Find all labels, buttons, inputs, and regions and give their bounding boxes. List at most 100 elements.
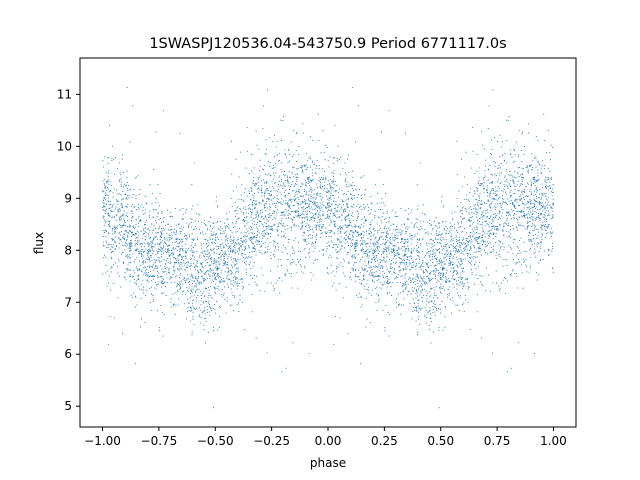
data-point bbox=[388, 245, 390, 247]
data-point bbox=[217, 273, 219, 275]
data-point bbox=[189, 265, 191, 267]
data-point bbox=[382, 238, 384, 240]
data-point bbox=[453, 274, 455, 276]
data-point bbox=[476, 227, 478, 229]
data-point bbox=[267, 187, 269, 190]
data-point bbox=[241, 278, 243, 280]
data-point bbox=[212, 329, 215, 331]
data-point bbox=[125, 279, 127, 281]
data-point bbox=[386, 293, 389, 295]
data-point bbox=[448, 252, 450, 254]
data-point bbox=[127, 181, 129, 183]
data-point bbox=[154, 262, 156, 264]
data-point bbox=[182, 283, 184, 285]
data-point bbox=[416, 221, 418, 223]
data-point bbox=[428, 324, 430, 326]
data-point bbox=[171, 216, 173, 218]
data-point bbox=[532, 210, 534, 212]
data-point bbox=[196, 279, 199, 282]
data-point bbox=[168, 249, 170, 251]
data-point bbox=[552, 191, 554, 193]
data-point bbox=[132, 105, 134, 107]
data-point bbox=[514, 154, 516, 156]
data-point bbox=[529, 265, 531, 267]
data-point bbox=[129, 242, 131, 244]
data-point bbox=[147, 248, 149, 251]
data-point bbox=[300, 166, 302, 168]
data-point bbox=[328, 217, 330, 219]
data-point bbox=[257, 230, 259, 232]
data-point bbox=[354, 224, 356, 226]
data-point bbox=[380, 236, 382, 238]
data-point bbox=[320, 205, 322, 207]
data-point bbox=[112, 244, 114, 246]
data-point bbox=[547, 201, 549, 203]
data-point bbox=[108, 183, 110, 185]
data-point bbox=[293, 223, 296, 225]
data-point bbox=[190, 262, 192, 264]
data-point bbox=[377, 247, 379, 249]
data-point bbox=[354, 229, 356, 231]
data-point bbox=[148, 259, 150, 261]
data-point bbox=[460, 231, 462, 233]
data-point bbox=[278, 185, 280, 187]
data-point bbox=[212, 269, 214, 271]
data-point bbox=[368, 289, 370, 291]
data-point bbox=[134, 306, 137, 308]
data-point bbox=[123, 210, 125, 212]
data-point bbox=[283, 116, 285, 118]
data-point bbox=[428, 291, 430, 293]
data-point bbox=[471, 228, 473, 230]
data-point bbox=[513, 238, 515, 241]
data-point bbox=[484, 236, 486, 238]
data-point bbox=[510, 229, 512, 231]
data-point bbox=[550, 190, 552, 193]
data-point bbox=[261, 253, 263, 255]
data-point bbox=[232, 276, 234, 278]
data-point bbox=[390, 263, 392, 265]
data-point bbox=[320, 152, 322, 154]
data-point bbox=[307, 238, 309, 240]
data-point bbox=[272, 285, 274, 287]
data-point bbox=[232, 294, 234, 297]
data-point bbox=[495, 270, 497, 272]
data-point bbox=[482, 231, 484, 233]
data-point bbox=[309, 218, 311, 220]
data-point bbox=[477, 209, 479, 211]
data-point bbox=[383, 218, 386, 221]
data-point bbox=[160, 235, 162, 237]
data-point bbox=[323, 204, 325, 206]
data-point bbox=[207, 286, 210, 288]
data-point bbox=[419, 286, 421, 288]
data-point bbox=[284, 175, 286, 177]
data-point bbox=[295, 225, 297, 227]
data-point bbox=[536, 181, 538, 183]
data-point bbox=[415, 268, 417, 270]
data-point bbox=[127, 235, 129, 237]
data-point bbox=[243, 213, 245, 215]
data-point bbox=[192, 228, 194, 231]
data-point bbox=[541, 229, 543, 231]
data-point bbox=[235, 267, 238, 269]
data-point bbox=[228, 270, 230, 273]
data-point bbox=[136, 247, 138, 249]
data-point bbox=[421, 227, 423, 230]
data-point bbox=[316, 205, 318, 207]
data-point bbox=[516, 141, 518, 143]
data-point bbox=[105, 210, 107, 212]
data-point bbox=[320, 233, 322, 235]
data-point bbox=[378, 263, 380, 265]
data-point bbox=[216, 232, 218, 235]
data-point bbox=[116, 201, 118, 203]
data-point bbox=[265, 181, 267, 183]
data-point bbox=[189, 268, 192, 270]
data-point bbox=[468, 213, 470, 215]
data-point bbox=[182, 213, 184, 215]
data-point bbox=[332, 187, 334, 189]
data-point bbox=[408, 278, 410, 280]
data-point bbox=[416, 295, 418, 297]
data-point bbox=[405, 286, 407, 288]
data-point bbox=[160, 250, 162, 252]
data-point bbox=[145, 261, 147, 263]
